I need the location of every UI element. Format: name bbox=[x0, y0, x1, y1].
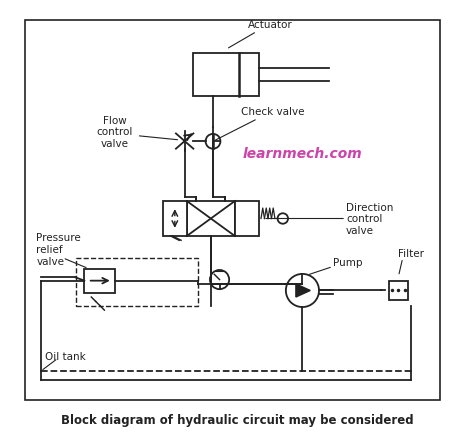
Bar bbox=[187, 201, 235, 237]
Text: Pump: Pump bbox=[333, 258, 363, 268]
Bar bbox=[193, 53, 259, 97]
Text: Filter: Filter bbox=[399, 249, 424, 259]
Bar bbox=[84, 269, 115, 293]
Text: Flow
control
valve: Flow control valve bbox=[97, 115, 133, 148]
Circle shape bbox=[286, 274, 319, 307]
Polygon shape bbox=[296, 284, 310, 297]
Text: Actuator: Actuator bbox=[228, 20, 292, 49]
Text: Oil tank: Oil tank bbox=[45, 351, 86, 361]
FancyBboxPatch shape bbox=[26, 21, 440, 399]
Bar bbox=[235, 201, 259, 237]
Text: Block diagram of hydraulic circuit may be considered: Block diagram of hydraulic circuit may b… bbox=[61, 413, 413, 426]
Circle shape bbox=[278, 214, 288, 224]
Circle shape bbox=[206, 134, 220, 149]
Text: Check valve: Check valve bbox=[216, 106, 305, 141]
Text: Direction
control
valve: Direction control valve bbox=[346, 202, 393, 236]
Circle shape bbox=[210, 270, 229, 290]
Text: Pressure
relief
valve: Pressure relief valve bbox=[36, 233, 81, 266]
Text: learnmech.com: learnmech.com bbox=[243, 147, 362, 161]
Bar bbox=[163, 201, 187, 237]
